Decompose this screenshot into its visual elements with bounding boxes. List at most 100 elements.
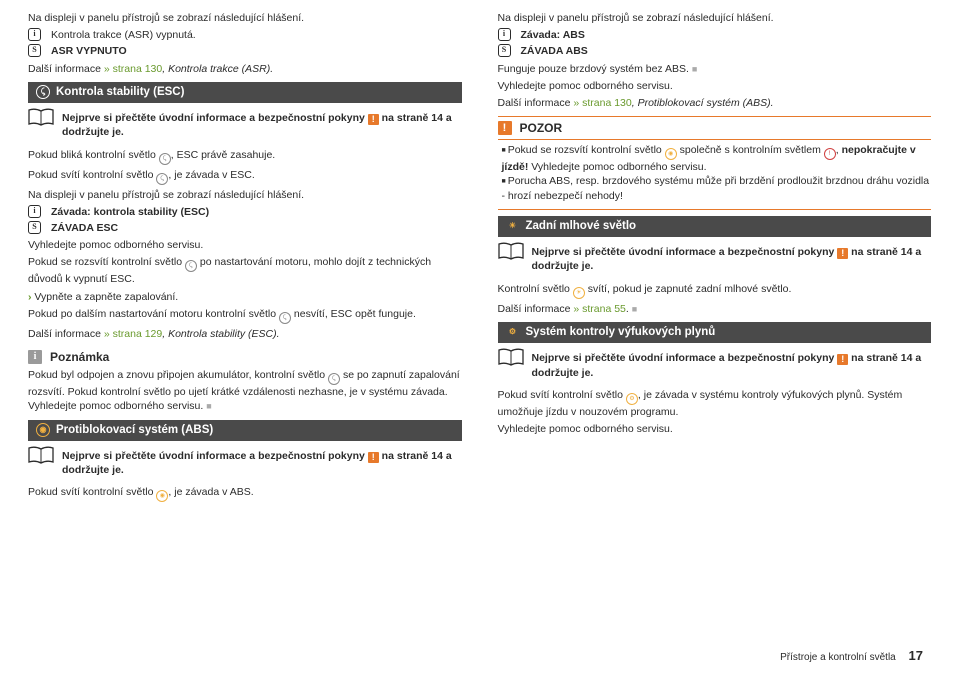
t: nesvítí, ESC opět funguje. xyxy=(291,308,416,320)
text: Pokud svítí kontrolní světlo ◉, je závad… xyxy=(28,485,462,502)
t: , je závada v ESC. xyxy=(168,169,254,181)
t: Nejprve si přečtěte úvodní informace a b… xyxy=(532,246,838,258)
text: Na displeji v panelu přístrojů se zobraz… xyxy=(28,11,462,25)
t: , je závada v ABS. xyxy=(168,486,253,498)
esc-light-icon: ⤹ xyxy=(156,173,168,185)
t: , ESC právě zasahuje. xyxy=(171,149,275,161)
end-marker: ■ xyxy=(632,304,637,314)
read-first-row: Nejprve si přečtěte úvodní informace a b… xyxy=(498,348,932,382)
msg-row: S ASR VYPNUTO xyxy=(28,44,462,58)
section-band-exhaust: ⚙ Systém kontroly výfukových plynů xyxy=(498,322,932,344)
warning-header: ! POZOR xyxy=(498,116,932,140)
page-link[interactable]: » strana 130 xyxy=(573,97,631,109)
warn-icon: ! xyxy=(498,121,512,135)
text: Kontrolní světlo ☀ svítí, pokud je zapnu… xyxy=(498,282,932,299)
more-info: Další informace » strana 129, Kontrola s… xyxy=(28,327,462,341)
msg-row: i Kontrola trakce (ASR) vypnutá. xyxy=(28,28,462,42)
warning-box: Pokud se rozsvítí kontrolní světlo ◉ spo… xyxy=(498,143,932,210)
msg: ZÁVADA ABS xyxy=(521,44,588,58)
page-footer: Přístroje a kontrolní světla 17 xyxy=(780,647,923,665)
t: společně s kontrolním světlem xyxy=(677,144,824,156)
t: Pokud se rozsvítí kontrolní světlo xyxy=(508,144,665,156)
text: Pokud bliká kontrolní světlo ⤹, ESC práv… xyxy=(28,148,462,165)
brake-light-icon: ! xyxy=(824,148,836,160)
t: Nejprve si přečtěte úvodní informace a b… xyxy=(532,352,838,364)
abs-icon: ◉ xyxy=(36,423,50,437)
book-icon xyxy=(28,446,54,464)
warn-icon: ! xyxy=(368,452,379,463)
text: Pokud po dalším nastartování motoru kont… xyxy=(28,307,462,324)
t: Kontrolní světlo xyxy=(498,283,573,295)
band-title: Zadní mlhové světlo xyxy=(526,219,637,235)
t: Další informace xyxy=(28,328,104,340)
page-link[interactable]: » strana 129 xyxy=(104,328,162,340)
t: Další informace xyxy=(498,97,574,109)
text: Na displeji v panelu přístrojů se zobraz… xyxy=(28,188,462,202)
text: Nejprve si přečtěte úvodní informace a b… xyxy=(62,112,368,124)
text: Pokud se rozsvítí kontrolní světlo ⤹ po … xyxy=(28,255,462,286)
warn-icon: ! xyxy=(837,248,848,259)
read-first: Nejprve si přečtěte úvodní informace a b… xyxy=(532,351,932,379)
esc-light-icon: ⤹ xyxy=(279,312,291,324)
text: , Kontrola trakce (ASR). xyxy=(162,63,273,75)
read-first: Nejprve si přečtěte úvodní informace a b… xyxy=(532,245,932,273)
t: Pokud svítí kontrolní světlo xyxy=(28,169,156,181)
note-title: Poznámka xyxy=(50,349,109,365)
warn-item: Porucha ABS, resp. brzdového systému můž… xyxy=(502,174,932,202)
abs-light-icon: ◉ xyxy=(156,490,168,502)
esc-icon: ⤹ xyxy=(36,85,50,99)
end-marker: ■ xyxy=(206,401,211,411)
t: , Protiblokovací systém (ABS). xyxy=(632,97,774,109)
note-body: Pokud byl odpojen a znovu připojen akumu… xyxy=(28,368,462,413)
t: Pokud bliká kontrolní světlo xyxy=(28,149,159,161)
msg-row: i Závada: ABS xyxy=(498,28,932,42)
right-column: Na displeji v panelu přístrojů se zobraz… xyxy=(498,8,932,667)
left-column: Na displeji v panelu přístrojů se zobraz… xyxy=(28,8,462,667)
warn-item: Pokud se rozsvítí kontrolní světlo ◉ spo… xyxy=(502,143,932,174)
icon-i: i xyxy=(28,28,41,41)
t: Pokud svítí kontrolní světlo xyxy=(498,389,626,401)
page-link[interactable]: » strana 130 xyxy=(104,63,162,75)
icon-i: i xyxy=(498,28,511,41)
text: Pokud svítí kontrolní světlo ⚙, je závad… xyxy=(498,388,932,419)
note-header: i Poznámka xyxy=(28,349,462,365)
warn-icon: ! xyxy=(837,354,848,365)
info-icon: i xyxy=(28,350,42,364)
more-info: Další informace » strana 55. ■ xyxy=(498,302,932,316)
text: Vyhledejte pomoc odborného servisu. xyxy=(28,238,462,252)
book-icon xyxy=(498,242,524,260)
t: Další informace xyxy=(498,303,574,315)
t: svítí, pokud je zapnuté zadní mlhové svě… xyxy=(585,283,792,295)
msg: ASR VYPNUTO xyxy=(51,44,127,58)
icon-s: S xyxy=(28,44,41,57)
t: Pokud svítí kontrolní světlo xyxy=(28,486,156,498)
msg: Kontrola trakce (ASR) vypnutá. xyxy=(51,28,196,42)
icon-s: S xyxy=(28,221,41,234)
text: Pokud svítí kontrolní světlo ⤹, je závad… xyxy=(28,168,462,185)
abs-light-icon: ◉ xyxy=(665,148,677,160)
icon-s: S xyxy=(498,44,511,57)
t: . xyxy=(626,303,629,315)
t: Nejprve si přečtěte úvodní informace a b… xyxy=(62,450,368,462)
icon-i: i xyxy=(28,205,41,218)
text: Funguje pouze brzdový systém bez ABS. ■ xyxy=(498,62,932,76)
t: Pokud se rozsvítí kontrolní světlo xyxy=(28,256,185,268)
msg: ZÁVADA ESC xyxy=(51,221,118,235)
text: › Vypněte a zapněte zapalování. xyxy=(28,290,462,304)
section-band-abs: ◉ Protiblokovací systém (ABS) xyxy=(28,420,462,442)
section-band-fog: ☀ Zadní mlhové světlo xyxy=(498,216,932,238)
page-link[interactable]: » strana 55 xyxy=(573,303,626,315)
section-band-esc: ⤹ Kontrola stability (ESC) xyxy=(28,82,462,104)
msg: Závada: kontrola stability (ESC) xyxy=(51,205,209,219)
text: Na displeji v panelu přístrojů se zobraz… xyxy=(498,11,932,25)
warn-title: POZOR xyxy=(520,120,563,136)
read-first-row: Nejprve si přečtěte úvodní informace a b… xyxy=(28,446,462,480)
t: Pokud po dalším nastartování motoru kont… xyxy=(28,308,279,320)
msg-row: S ZÁVADA ABS xyxy=(498,44,932,58)
msg-row: S ZÁVADA ESC xyxy=(28,221,462,235)
page-number: 17 xyxy=(909,648,923,663)
end-marker: ■ xyxy=(692,64,697,74)
t: , Kontrola stability (ESC). xyxy=(162,328,279,340)
msg-row: i Závada: kontrola stability (ESC) xyxy=(28,205,462,219)
engine-light-icon: ⚙ xyxy=(626,393,638,405)
